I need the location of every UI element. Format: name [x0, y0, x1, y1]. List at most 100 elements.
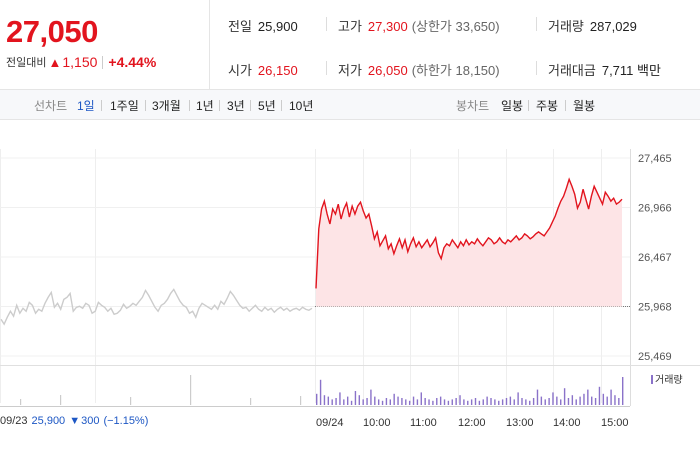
volume-bar: [571, 395, 574, 405]
volume-legend: 거래량: [651, 371, 683, 386]
x-tick-label: 10:00: [363, 417, 391, 429]
volume-bar: [521, 398, 523, 405]
prev-change: 300: [81, 415, 100, 427]
tab-1year[interactable]: 1년: [196, 99, 214, 113]
volume-bar: [401, 398, 403, 405]
x-tick-label: 11:00: [410, 417, 437, 429]
intraday-chart[interactable]: 27,465 26,966 26,467 25,968 25,469 09/24 10:00…: [0, 121, 700, 450]
prev-date: 09/23: [0, 415, 28, 427]
stat-volume: 거래량 287,029: [536, 16, 637, 35]
volume-bar: [505, 398, 508, 405]
volume-swatch: [651, 375, 653, 384]
volume-bar: [552, 392, 554, 405]
change-label: 전일대비: [6, 57, 47, 69]
volume-bar: [525, 399, 527, 405]
volume-bar: [610, 389, 612, 405]
volume-bar: [385, 398, 388, 405]
divider: [281, 100, 282, 111]
volume-bar: [455, 398, 457, 405]
volume-bar: [563, 388, 566, 405]
volume-label: 거래량: [548, 19, 584, 34]
divider: [528, 100, 529, 111]
volume-bar: [319, 379, 322, 405]
prev-day-series-line: [0, 288, 313, 326]
volume-bar: [412, 396, 415, 405]
volume-bar: [439, 396, 442, 405]
prev-day-info: 09/23 25,900 ▼300 (−1.15%): [0, 415, 148, 427]
volume-bar: [447, 400, 450, 405]
volume-bar: [509, 396, 512, 405]
high-value: 27,300: [367, 19, 408, 34]
divider: [189, 100, 190, 111]
tab-3month[interactable]: 3개월: [152, 99, 181, 113]
volume-bar: [327, 396, 330, 405]
y-tick-label: 27,465: [638, 153, 672, 165]
prev-close-label: 전일: [228, 19, 252, 34]
x-tick-label: 09/24: [316, 417, 344, 429]
volume-bar: [575, 399, 577, 405]
open-label: 시가: [228, 63, 252, 78]
tab-monthly-candle[interactable]: 월봉: [573, 99, 596, 113]
y-tick-label: 26,966: [638, 203, 672, 215]
tab-3year[interactable]: 3년: [227, 99, 245, 113]
stat-trade-value: 거래대금 7,711 백만: [536, 60, 661, 79]
volume-bar: [591, 396, 593, 405]
tab-weekly-candle[interactable]: 주봉: [536, 99, 559, 113]
volume-bar: [428, 399, 430, 405]
stat-high: 고가 27,300 (상한가 33,650): [326, 16, 500, 35]
today-series-area: [316, 179, 622, 307]
prev-volume-bar: [250, 398, 252, 405]
volume-bar: [451, 399, 453, 405]
trade-value: 7,711 백만: [601, 63, 661, 78]
volume-bar: [498, 400, 500, 405]
prev-rate: (−1.15%): [103, 415, 149, 427]
volume-bar: [598, 386, 601, 405]
tab-5year[interactable]: 5년: [258, 99, 276, 113]
volume-bar: [331, 399, 333, 405]
prev-close: 25,900: [31, 415, 66, 427]
volume-bar: [420, 392, 422, 405]
y-tick-label: 25,469: [638, 351, 672, 363]
tab-1day[interactable]: 1일: [77, 99, 95, 113]
stat-low: 저가 26,050 (하한가 18,150): [326, 60, 500, 79]
divider: [101, 100, 102, 111]
volume-bar: [374, 396, 376, 405]
volume-bar: [494, 399, 496, 405]
volume-bar: [424, 398, 426, 405]
stat-open: 시가 26,150: [228, 60, 298, 79]
volume-bar: [436, 398, 438, 405]
volume-bar: [339, 392, 341, 405]
volume-bar: [463, 399, 465, 405]
divider: [565, 100, 566, 111]
divider: [145, 100, 146, 111]
y-tick-label: 25,968: [638, 302, 672, 314]
line-chart-title: 선차트: [34, 99, 68, 113]
volume-bar: [323, 395, 326, 405]
tab-1week[interactable]: 1주일: [110, 99, 139, 113]
volume-bar: [513, 399, 515, 405]
divider: [102, 55, 104, 69]
low-label: 저가: [338, 63, 362, 78]
x-tick-label: 12:00: [458, 417, 486, 429]
volume-bar: [614, 395, 616, 405]
volume-bar: [556, 396, 558, 405]
x-tick-label: 14:00: [553, 417, 581, 429]
volume-bar: [467, 400, 469, 405]
price-box: 27,050 전일대비 ▲ 1,150 +4.44%: [0, 0, 210, 90]
tab-10year[interactable]: 10년: [289, 99, 314, 113]
open-value: 26,150: [257, 63, 298, 78]
volume-bar: [350, 400, 353, 405]
divider: [219, 100, 220, 111]
lower-limit: (하한가 18,150): [411, 63, 500, 78]
volume-bar: [540, 396, 543, 405]
low-value: 26,050: [367, 63, 408, 78]
price-chart-svg: 27,465 26,966 26,467 25,968 25,469 09/24 10:00…: [0, 149, 700, 429]
volume-bar: [529, 400, 531, 405]
high-label: 고가: [338, 19, 362, 34]
prev-volume-bar: [20, 399, 22, 405]
tab-daily-candle[interactable]: 일봉: [501, 99, 524, 113]
volume-bar: [544, 399, 546, 405]
volume-bar: [346, 396, 349, 405]
volume-bar: [490, 398, 492, 405]
upper-limit: (상한가 33,650): [411, 19, 500, 34]
